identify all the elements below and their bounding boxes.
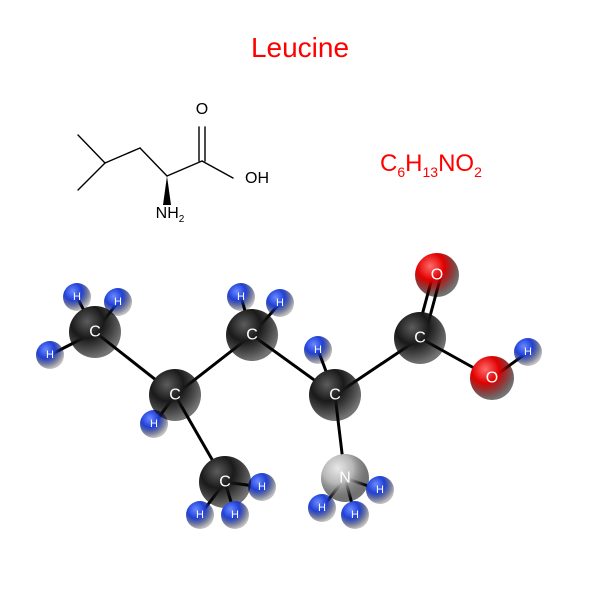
- atom-H: H: [266, 289, 294, 317]
- atom-H: H: [227, 283, 255, 311]
- atom-H: H: [186, 501, 214, 529]
- atom-H: H: [63, 283, 91, 311]
- atom-N: N: [321, 454, 369, 502]
- atom-O: O: [415, 253, 459, 297]
- atom-C: C: [226, 309, 278, 361]
- atom-H: H: [341, 501, 369, 529]
- atom-H: H: [36, 341, 64, 369]
- atom-C: C: [69, 306, 121, 358]
- atom-C: C: [394, 312, 446, 364]
- atom-H: H: [248, 473, 276, 501]
- atom-H: H: [304, 336, 332, 364]
- ball-and-stick-model: HHHHHOHCCCHOHCCHCNHHHHH: [0, 0, 600, 600]
- atom-H: H: [366, 476, 394, 504]
- atom-H: H: [221, 501, 249, 529]
- atom-H: H: [308, 494, 336, 522]
- atom-C: C: [309, 369, 361, 421]
- atom-H: H: [514, 338, 542, 366]
- atom-C: C: [199, 456, 251, 508]
- atom-C: C: [149, 369, 201, 421]
- atom-O: O: [470, 356, 514, 400]
